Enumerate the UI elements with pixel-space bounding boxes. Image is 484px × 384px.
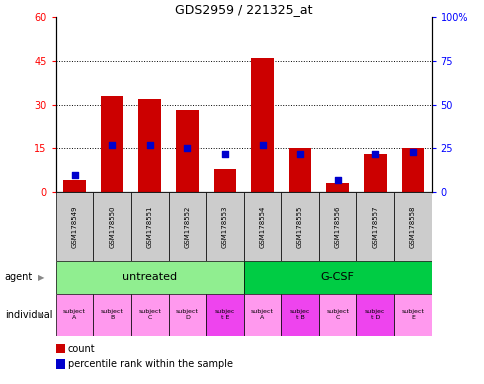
Bar	[168, 192, 206, 261]
Bar	[243, 294, 281, 336]
Text: GSM178555: GSM178555	[297, 205, 302, 248]
Text: subject
E: subject E	[401, 310, 424, 320]
Bar	[168, 294, 206, 336]
Text: untreated: untreated	[122, 272, 177, 283]
Bar	[213, 169, 236, 192]
Bar	[393, 192, 431, 261]
Point	[258, 142, 266, 148]
Point	[183, 145, 191, 151]
Text: ▶: ▶	[38, 273, 44, 282]
Bar	[243, 261, 431, 294]
Bar	[318, 192, 356, 261]
Text: subject
A: subject A	[63, 310, 86, 320]
Point	[408, 149, 416, 155]
Point	[71, 171, 78, 177]
Point	[108, 142, 116, 148]
Bar	[356, 294, 393, 336]
Bar	[318, 294, 356, 336]
Bar	[138, 99, 161, 192]
Bar	[56, 261, 243, 294]
Text: ▶: ▶	[38, 310, 44, 319]
Bar	[326, 183, 348, 192]
Bar	[401, 148, 423, 192]
Text: GSM178549: GSM178549	[72, 205, 77, 248]
Text: subjec
t D: subjec t D	[364, 310, 385, 320]
Text: subject
A: subject A	[251, 310, 273, 320]
Bar	[56, 294, 93, 336]
Text: GSM178556: GSM178556	[334, 205, 340, 248]
Text: agent: agent	[5, 272, 33, 282]
Text: subject
B: subject B	[101, 310, 123, 320]
Bar	[93, 294, 131, 336]
Bar	[356, 192, 393, 261]
Bar	[206, 192, 243, 261]
Text: subjec
t E: subjec t E	[214, 310, 235, 320]
Bar	[243, 192, 281, 261]
Bar	[281, 294, 318, 336]
Point	[296, 151, 303, 157]
Text: GSM178553: GSM178553	[222, 205, 227, 248]
Text: count: count	[68, 344, 95, 354]
Text: G-CSF: G-CSF	[320, 272, 354, 283]
Text: GSM178550: GSM178550	[109, 205, 115, 248]
Bar	[251, 58, 273, 192]
Title: GDS2959 / 221325_at: GDS2959 / 221325_at	[175, 3, 312, 16]
Bar	[56, 192, 93, 261]
Bar	[281, 192, 318, 261]
Text: subject
D: subject D	[176, 310, 198, 320]
Text: individual: individual	[5, 310, 52, 320]
Text: subject
C: subject C	[138, 310, 161, 320]
Text: GSM178554: GSM178554	[259, 205, 265, 248]
Text: GSM178558: GSM178558	[409, 205, 415, 248]
Text: subject
C: subject C	[326, 310, 348, 320]
Bar	[131, 294, 168, 336]
Text: subjec
t B: subjec t B	[289, 310, 310, 320]
Bar	[131, 192, 168, 261]
Bar	[288, 148, 311, 192]
Point	[371, 151, 378, 157]
Point	[221, 151, 228, 157]
Text: percentile rank within the sample: percentile rank within the sample	[68, 359, 232, 369]
Bar	[93, 192, 131, 261]
Point	[146, 142, 153, 148]
Bar	[63, 180, 86, 192]
Bar	[101, 96, 123, 192]
Text: GSM178557: GSM178557	[372, 205, 378, 248]
Bar	[176, 111, 198, 192]
Point	[333, 177, 341, 183]
Text: GSM178551: GSM178551	[147, 205, 152, 248]
Bar	[206, 294, 243, 336]
Bar	[393, 294, 431, 336]
Bar	[363, 154, 386, 192]
Text: GSM178552: GSM178552	[184, 205, 190, 248]
